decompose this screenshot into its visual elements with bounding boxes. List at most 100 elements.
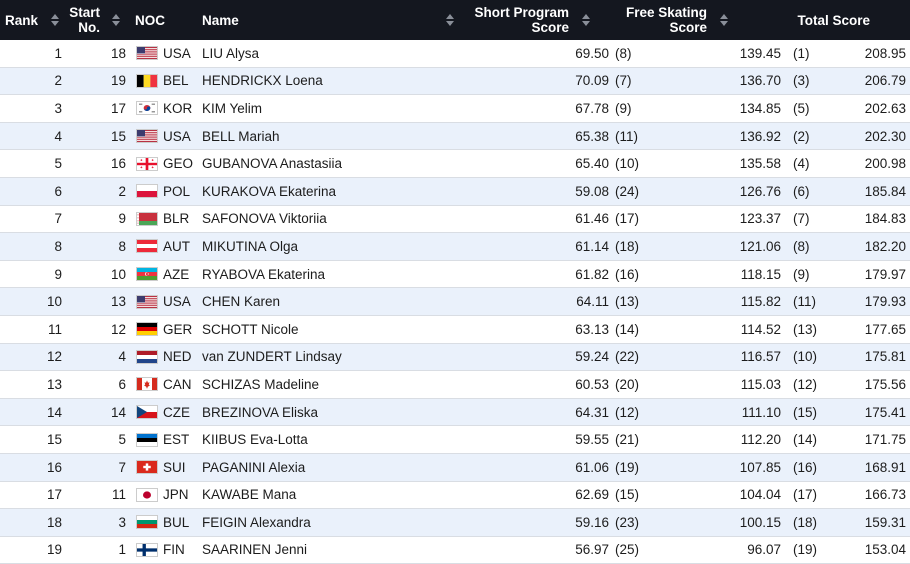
total-score: 175.81: [864, 349, 906, 365]
sort-icon: [446, 14, 454, 26]
table-row[interactable]: 1 18 USA LIU Alysa 69.50 (8) 139.45 (1) 208.95: [0, 40, 910, 68]
total-score: 179.97: [864, 266, 906, 282]
total-score: 182.20: [864, 238, 906, 254]
free-skating-score: 121.06: [739, 238, 781, 254]
short-program-rank: (10): [615, 156, 640, 172]
header-start-no[interactable]: Start No.: [69, 5, 100, 35]
sort-icon: [51, 14, 59, 26]
header-total-score[interactable]: Total Score: [797, 12, 870, 28]
table-row[interactable]: 18 3 BUL FEIGIN Alexandra 59.16 (23) 100.15 (18…: [0, 509, 910, 537]
table-row[interactable]: 19 1 FIN SAARINEN Jenni 56.97 (25) 96.07 (19) 15…: [0, 537, 910, 564]
short-program-rank: (20): [615, 376, 640, 392]
table-row[interactable]: 3 17 KOR KIM Yelim 67.78 (9) 134.85 (5) 202.63: [0, 95, 910, 123]
header-short-program[interactable]: Short Program Score: [474, 5, 569, 35]
athlete-name[interactable]: KIM Yelim: [202, 100, 263, 116]
athlete-name[interactable]: FEIGIN Alexandra: [202, 514, 311, 530]
table-row[interactable]: 17 11 JPN KAWABE Mana 62.69 (15) 104.04 (17) 166…: [0, 482, 910, 510]
flag-usa-icon: [136, 129, 158, 144]
athlete-name[interactable]: PAGANINI Alexia: [202, 459, 306, 475]
noc-cell: GEO: [126, 156, 202, 171]
noc-cell: AUT: [126, 239, 202, 254]
table-row[interactable]: 5 16 GEO GUBANOVA Anastasiia 65.40 (10) 135.58…: [0, 150, 910, 178]
short-program-score: 56.97: [575, 542, 609, 558]
free-skating-rank: (1): [793, 45, 810, 61]
athlete-name[interactable]: SAFONOVA Viktoriia: [202, 211, 327, 227]
free-skating-score: 115.03: [740, 376, 781, 392]
table-row[interactable]: 8 8 AUT MIKUTINA Olga 61.14 (18) 121.06 (8) 182.…: [0, 233, 910, 261]
header-noc[interactable]: NOC: [135, 12, 165, 28]
table-row[interactable]: 12 4 NED van ZUNDERT Lindsay 59.24 (22) 116.57…: [0, 343, 910, 372]
start-no-cell: 18: [110, 45, 126, 61]
sort-start-icon[interactable]: [106, 0, 120, 40]
free-skating-rank: (13): [793, 321, 818, 337]
flag-cze-icon: [136, 405, 158, 420]
short-program-score: 63.13: [575, 321, 609, 337]
athlete-name[interactable]: SAARINEN Jenni: [202, 542, 308, 558]
table-row[interactable]: 2 19 BEL HENDRICKX Loena 70.09 (7) 136.70 (3) 20…: [0, 67, 910, 96]
table-row[interactable]: 9 10 AZE RYABOVA Ekaterina 61.82 (16) 118.15 (9…: [0, 261, 910, 289]
rank-cell: 1: [54, 45, 62, 61]
athlete-name[interactable]: BELL Mariah: [202, 128, 280, 144]
total-score: 166.73: [864, 487, 906, 503]
athlete-name[interactable]: RYABOVA Ekaterina: [202, 266, 326, 282]
sort-sp-icon[interactable]: [576, 0, 590, 40]
noc-cell: GER: [126, 322, 202, 337]
short-program-rank: (8): [615, 45, 632, 61]
table-row[interactable]: 4 15 USA BELL Mariah 65.38 (11) 136.92 (2) 202.3…: [0, 122, 910, 151]
start-no-cell: 4: [118, 349, 126, 365]
noc-cell: USA: [126, 46, 202, 61]
start-no-cell: 8: [118, 238, 126, 254]
total-score: 168.91: [864, 459, 906, 475]
athlete-name[interactable]: SCHIZAS Madeline: [202, 376, 320, 392]
noc-code: USA: [163, 45, 191, 61]
noc-cell: BLR: [126, 211, 202, 226]
table-row[interactable]: 15 5 EST KIIBUS Eva-Lotta 59.55 (21) 112.20 (14…: [0, 426, 910, 454]
start-no-cell: 12: [110, 321, 126, 337]
total-score: 159.31: [864, 514, 906, 530]
table-row[interactable]: 11 12 GER SCHOTT Nicole 63.13 (14) 114.52 (13) 1…: [0, 316, 910, 344]
noc-code: NED: [163, 349, 192, 365]
athlete-name[interactable]: BREZINOVA Eliska: [202, 404, 319, 420]
athlete-name[interactable]: CHEN Karen: [202, 294, 281, 310]
athlete-name[interactable]: GUBANOVA Anastasiia: [202, 156, 343, 172]
flag-kor-icon: [136, 101, 158, 116]
header-rank[interactable]: Rank: [5, 12, 39, 28]
short-program-score: 59.08: [575, 183, 609, 199]
table-row[interactable]: 16 7 SUI PAGANINI Alexia 61.06 (19) 107.85 (16)…: [0, 453, 910, 482]
start-no-cell: 9: [118, 211, 126, 227]
athlete-name[interactable]: KURAKOVA Ekaterina: [202, 183, 337, 199]
flag-aut-icon: [136, 239, 158, 254]
short-program-rank: (7): [615, 73, 632, 89]
short-program-rank: (17): [615, 211, 640, 227]
rank-cell: 5: [54, 156, 62, 172]
athlete-name[interactable]: KAWABE Mana: [202, 487, 297, 503]
short-program-score: 61.06: [575, 459, 609, 475]
athlete-name[interactable]: van ZUNDERT Lindsay: [202, 349, 342, 365]
flag-ned-icon: [136, 349, 158, 364]
header-name[interactable]: Name: [202, 12, 239, 28]
header-free-skating[interactable]: Free Skating Score: [625, 5, 707, 35]
table-row[interactable]: 6 2 POL KURAKOVA Ekaterina 59.08 (24) 126.76 (6…: [0, 177, 910, 206]
noc-code: BLR: [163, 211, 190, 227]
short-program-rank: (23): [615, 514, 640, 530]
athlete-name[interactable]: MIKUTINA Olga: [202, 238, 299, 254]
short-program-score: 69.50: [575, 45, 609, 61]
rank-cell: 12: [46, 349, 62, 365]
sort-rank-icon[interactable]: [45, 0, 59, 40]
table-row[interactable]: 14 14 CZE BREZINOVA Eliska 64.31 (12) 111.10 (1…: [0, 398, 910, 427]
sort-fs-icon[interactable]: [714, 0, 728, 40]
free-skating-rank: (15): [793, 404, 818, 420]
athlete-name[interactable]: HENDRICKX Loena: [202, 73, 323, 89]
table-row[interactable]: 7 9 BLR SAFONOVA Viktoriia 61.46 (17) 123.37 (7…: [0, 206, 910, 234]
table-row[interactable]: 10 13 USA CHEN Karen 64.11 (13) 115.82 (11) 179.…: [0, 288, 910, 316]
sort-name-icon[interactable]: [440, 0, 454, 40]
start-no-cell: 6: [118, 376, 126, 392]
athlete-name[interactable]: LIU Alysa: [202, 45, 260, 61]
athlete-name[interactable]: SCHOTT Nicole: [202, 321, 299, 337]
table-row[interactable]: 13 6 CAN SCHIZAS Madeline 60.53 (20) 115.03 (12…: [0, 371, 910, 399]
noc-code: AZE: [163, 266, 190, 282]
short-program-score: 61.46: [575, 211, 609, 227]
total-score: 208.95: [864, 45, 906, 61]
free-skating-rank: (12): [793, 376, 818, 392]
athlete-name[interactable]: KIIBUS Eva-Lotta: [202, 432, 308, 448]
